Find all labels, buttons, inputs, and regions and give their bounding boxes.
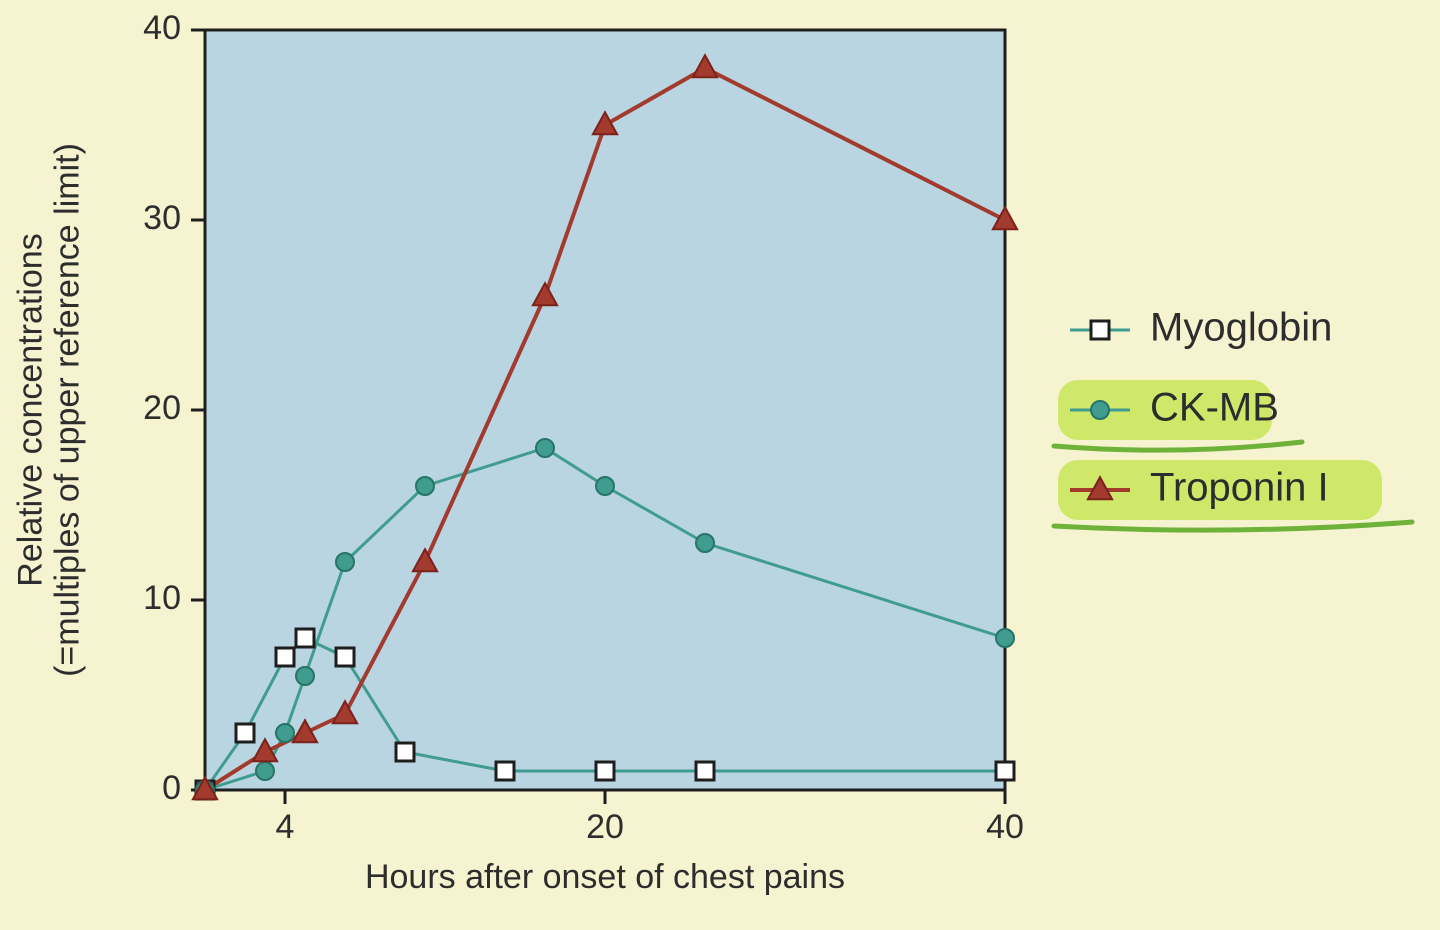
marker-myoglobin (496, 762, 514, 780)
y-tick-label: 40 (143, 9, 181, 47)
marker-myoglobin (276, 648, 294, 666)
x-axis-label: Hours after onset of chest pains (365, 858, 845, 896)
y-tick-label: 0 (162, 769, 181, 807)
marker-ckmb (696, 534, 714, 552)
marker-ckmb (536, 439, 554, 457)
legend-label-troponin: Troponin I (1150, 466, 1329, 510)
marker-ckmb (296, 667, 314, 685)
marker-ckmb (596, 477, 614, 495)
marker-ckmb (256, 762, 274, 780)
marker-myoglobin (236, 724, 254, 742)
x-tick-label: 40 (986, 808, 1024, 846)
legend-label-ckmb: CK-MB (1150, 386, 1279, 430)
x-tick-label: 20 (586, 808, 624, 846)
marker-myoglobin (996, 762, 1014, 780)
marker-ckmb (276, 724, 294, 742)
marker-ckmb (336, 553, 354, 571)
legend-swatch-marker-myoglobin (1091, 321, 1109, 339)
y-tick-label: 30 (143, 199, 181, 237)
y-tick-label: 20 (143, 389, 181, 427)
cardiac-biomarkers-chart: 0 10 20 30 40 4 20 40 Hours after onset of chest… (0, 0, 1440, 930)
marker-ckmb (996, 629, 1014, 647)
chart-container: 0 10 20 30 40 4 20 40 Hours after onset of chest… (0, 0, 1440, 930)
y-tick-label: 10 (143, 579, 181, 617)
plot-area (205, 30, 1005, 790)
marker-ckmb (416, 477, 434, 495)
legend-swatch-marker-ckmb (1091, 401, 1109, 419)
x-tick-label: 4 (276, 808, 295, 846)
marker-myoglobin (336, 648, 354, 666)
marker-myoglobin (296, 629, 314, 647)
marker-myoglobin (396, 743, 414, 761)
marker-myoglobin (596, 762, 614, 780)
marker-myoglobin (696, 762, 714, 780)
legend-label-myoglobin: Myoglobin (1150, 306, 1332, 350)
